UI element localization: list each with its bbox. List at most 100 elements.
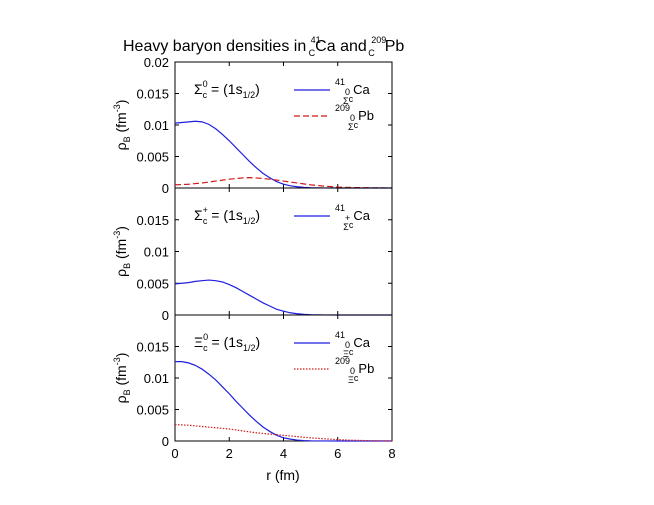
y-label-exp: -3 <box>112 231 122 239</box>
state-sub: c <box>203 343 208 353</box>
y-label-close: ) <box>113 100 129 105</box>
y-tick-label: 0 <box>162 434 169 449</box>
title-ca-sub: C <box>309 48 316 58</box>
legend-mass: 209 <box>335 103 350 113</box>
legend-charge: 0 <box>345 340 350 350</box>
legend-sym: Ca <box>353 335 370 350</box>
title-ca-mass: 41 <box>311 35 321 45</box>
legend-sub: c <box>349 94 354 104</box>
title-prefix: Heavy baryon densities in <box>123 38 311 55</box>
legend-charge: 0 <box>350 366 355 376</box>
x-tick-label: 8 <box>388 446 395 461</box>
legend-sym: Ca <box>353 208 370 223</box>
panel-state-label: Ξ0 c = (1s1/2) <box>194 332 260 353</box>
legend-greek: Σ <box>348 122 354 132</box>
y-axis-label: ρB (fm-3) <box>112 353 132 404</box>
state-sub: c <box>203 90 208 100</box>
legend-greek: Σ <box>343 96 349 106</box>
y-tick-label: 0.01 <box>144 118 169 133</box>
legend-sym: Pb <box>358 361 374 376</box>
state-rest: = (1s <box>208 334 243 350</box>
y-tick-label: 0.02 <box>144 55 169 70</box>
legend-label: 2090 ΣcPb <box>335 103 374 132</box>
x-tick-label: 6 <box>334 446 341 461</box>
y-label-unit: (fm <box>113 239 129 263</box>
legend-sub: c <box>349 220 354 230</box>
y-tick-label: 0.01 <box>144 371 169 386</box>
state-charge: + <box>203 205 208 215</box>
y-tick-label: 0.015 <box>136 340 169 355</box>
legend-mass: 209 <box>335 356 350 366</box>
chart-title: Heavy baryon densities in 41 CCa and 209 C… <box>123 35 404 58</box>
series-line <box>174 120 392 189</box>
legend-mass: 41 <box>335 203 345 213</box>
y-label-rho: ρ <box>113 142 129 150</box>
title-pb-mass: 209 <box>371 35 386 45</box>
y-tick-label: 0.005 <box>136 150 169 165</box>
legend-label: 41+ ΣcCa <box>335 203 371 232</box>
y-tick-label: 0.015 <box>136 213 169 228</box>
state-close: ) <box>255 81 260 97</box>
state-sub: c <box>203 216 208 226</box>
y-tick-label: 0.005 <box>136 276 169 291</box>
y-tick-label: 0.005 <box>136 403 169 418</box>
legend-sym: Ca <box>353 82 370 97</box>
y-label-sub: B <box>122 263 132 269</box>
y-label-unit: (fm <box>113 112 129 136</box>
legend-label: 2090 ΞcPb <box>335 356 374 385</box>
series-line <box>175 361 392 442</box>
y-tick-label: 0 <box>162 181 169 196</box>
y-label-rho: ρ <box>113 269 129 277</box>
legend-sub: c <box>354 373 359 383</box>
state-greek: Σ <box>194 207 203 223</box>
legend-greek: Σ <box>343 222 349 232</box>
panel-state-label: Σ0 c = (1s1/2) <box>194 79 260 100</box>
state-greek: Σ <box>194 81 203 97</box>
y-label-exp: -3 <box>112 104 122 112</box>
title-mid: and <box>336 38 372 55</box>
legend-greek: Ξ <box>343 349 349 359</box>
legend-sub: c <box>354 120 359 130</box>
y-label-exp: -3 <box>112 357 122 365</box>
series-line <box>174 279 392 316</box>
y-label-close: ) <box>113 226 129 231</box>
series-line <box>174 424 393 442</box>
legend-charge: 0 <box>350 113 355 123</box>
x-tick-label: 4 <box>280 446 287 461</box>
legend-label: 410 ΞcCa <box>335 330 371 359</box>
legend-sym: Pb <box>358 108 374 123</box>
legend-mass: 41 <box>335 330 345 340</box>
state-close: ) <box>255 207 260 223</box>
y-label-close: ) <box>113 353 129 358</box>
series-line <box>174 176 393 189</box>
y-label-rho: ρ <box>113 395 129 403</box>
y-axis-label: ρB (fm-3) <box>112 100 132 151</box>
state-rest: = (1s <box>207 207 242 223</box>
state-orbital-sub: 1/2 <box>243 343 256 353</box>
x-tick-label: 2 <box>226 446 233 461</box>
state-charge: 0 <box>203 79 208 89</box>
y-label-sub: B <box>122 136 132 142</box>
title-ca-sym: Ca <box>315 38 336 55</box>
legend-charge: 0 <box>345 87 350 97</box>
legend-sub: c <box>349 347 354 357</box>
y-label-unit: (fm <box>113 365 129 389</box>
title-pb-sub: C <box>368 48 375 58</box>
state-close: ) <box>256 334 261 350</box>
y-label-sub: B <box>122 389 132 395</box>
y-tick-label: 0.015 <box>136 87 169 102</box>
state-orbital-sub: 1/2 <box>243 90 256 100</box>
y-tick-label: 0 <box>162 308 169 323</box>
legend-charge: + <box>345 213 350 223</box>
y-tick-label: 0.01 <box>144 245 169 260</box>
x-tick-label: 0 <box>171 446 178 461</box>
x-axis-label: r (fm) <box>266 467 299 483</box>
panel-state-label: Σ+ c = (1s1/2) <box>194 205 260 226</box>
legend-mass: 41 <box>335 77 345 87</box>
state-charge: 0 <box>203 332 208 342</box>
